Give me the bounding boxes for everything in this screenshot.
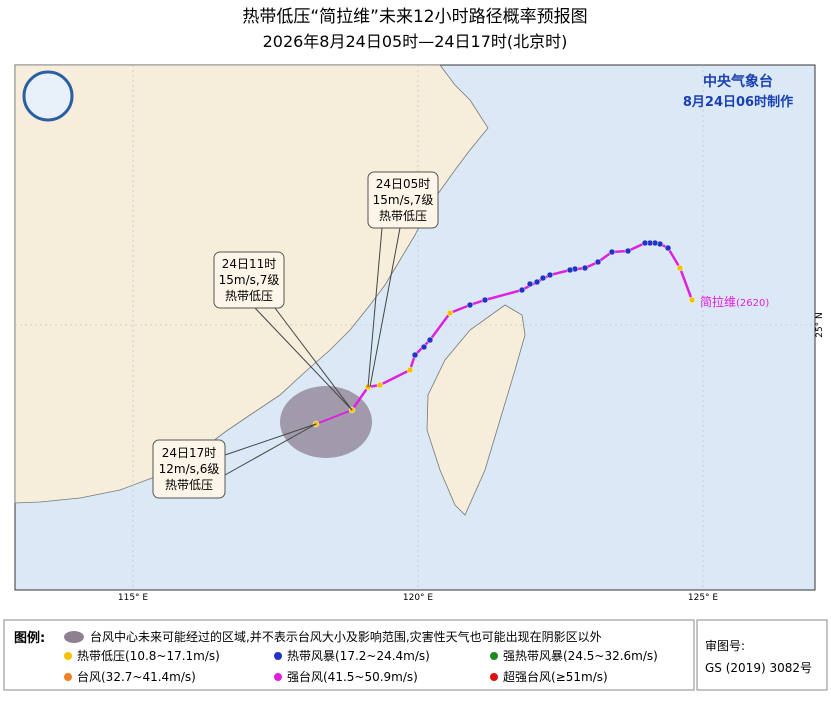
track-point: [581, 264, 589, 272]
callout-time: 24日05时: [376, 177, 431, 191]
track-point: [566, 266, 574, 274]
track-point: [688, 296, 696, 304]
legend-swatch: [274, 673, 282, 681]
track-point: [526, 280, 534, 288]
lon-label: 120° E: [403, 593, 434, 603]
forecast-track: [315, 409, 353, 425]
track-point: [608, 248, 616, 256]
legend-label: 超强台风(≥51m/s): [503, 669, 608, 684]
legend-label: 强热带风暴(24.5~32.6m/s): [503, 649, 658, 663]
track-point: [466, 301, 474, 309]
callout-time: 24日11时: [222, 257, 277, 271]
lat-label: 25° N: [815, 312, 825, 338]
legend-swatch: [64, 652, 72, 660]
track-point: [376, 381, 384, 389]
track-point: [533, 278, 541, 286]
callout: 24日17时 12m/s,6级 热带低压: [152, 423, 317, 499]
legend-swatch: [274, 652, 282, 660]
legend-swatch: [490, 673, 498, 681]
storm-name: 简拉维(2620): [700, 294, 769, 309]
agency: 中央气象台: [703, 73, 773, 90]
track-point: [518, 286, 526, 294]
map: 115° E 120° E 125° E 25° N 中央气象台 8月24日06…: [14, 64, 825, 603]
logo: [22, 70, 74, 122]
track-point: [420, 343, 428, 351]
track-point: [641, 239, 649, 247]
legend-title: 图例:: [14, 630, 45, 646]
track-point: [624, 247, 632, 255]
lon-label: 125° E: [688, 593, 719, 603]
callout: 24日05时 15m/s,7级 热带低压: [367, 171, 439, 388]
legend-swatch: [64, 673, 72, 681]
callout-grade: 热带低压: [225, 289, 273, 303]
callout-wind: 15m/s,7级: [219, 273, 280, 287]
track-point: [446, 309, 454, 317]
graticule: [15, 65, 815, 590]
probability-cone: [280, 386, 372, 458]
callout-grade: 热带低压: [379, 209, 427, 223]
legend-cone: 台风中心未来可能经过的区域,并不表示台风大小及影响范围,灾害性天气也可能出现在阴…: [90, 629, 602, 644]
review-box: [696, 619, 828, 691]
legend-cone-swatch: [64, 631, 84, 643]
callout: 24日11时 15m/s,7级 热带低压: [213, 251, 353, 411]
track-point: [664, 244, 672, 252]
track-point: [594, 258, 602, 266]
track-point: [426, 336, 434, 344]
review-number: GS (2019) 3082号: [705, 661, 812, 675]
track-point: [676, 264, 684, 272]
title: 热带低压“简拉维”未来12小时路径概率预报图: [242, 7, 587, 27]
legend-label: 台风(32.7~41.4m/s): [77, 669, 196, 684]
issue-time: 8月24日06时制作: [683, 94, 793, 110]
legend-label: 热带低压(10.8~17.1m/s): [77, 649, 220, 663]
legend-label: 强台风(41.5~50.9m/s): [287, 669, 418, 684]
legend: 图例: 台风中心未来可能经过的区域,并不表示台风大小及影响范围,灾害性天气也可能…: [3, 619, 828, 691]
review-label: 审图号:: [705, 638, 745, 653]
legend-swatch: [490, 652, 498, 660]
track-point: [539, 274, 547, 282]
callout-grade: 热带低压: [165, 478, 213, 492]
legend-items: 热带低压(10.8~17.1m/s) 热带风暴(17.2~24.4m/s) 强热带风…: [64, 649, 658, 684]
subtitle: 2026年8月24日05时—24日17时(北京时): [263, 32, 568, 51]
legend-label: 热带风暴(17.2~24.4m/s): [287, 649, 430, 663]
callout-wind: 15m/s,7级: [373, 193, 434, 207]
callout-time: 24日17时: [162, 446, 217, 460]
legend-box: [3, 619, 695, 691]
taiwan: [426, 304, 526, 516]
track-point: [546, 271, 554, 279]
track-point: [406, 366, 414, 374]
track-point: [411, 351, 419, 359]
callout-wind: 12m/s,6级: [159, 462, 220, 476]
lon-label: 115° E: [118, 593, 149, 603]
track-point: [481, 296, 489, 304]
track-points: [312, 239, 696, 428]
